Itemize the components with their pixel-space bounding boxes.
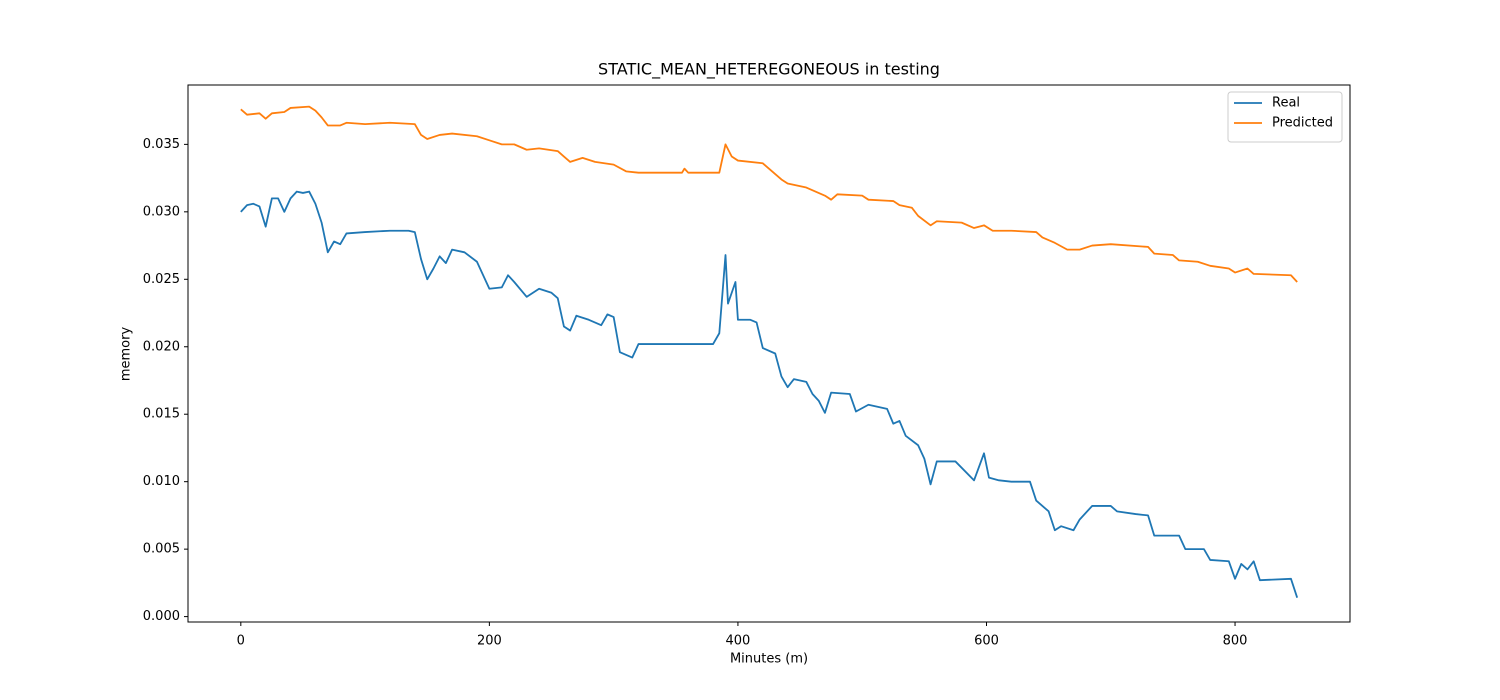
x-tick-label: 800 <box>1223 634 1248 649</box>
y-tick-label: 0.000 <box>143 609 180 624</box>
y-tick-label: 0.010 <box>143 474 180 489</box>
data-line <box>240 190 1299 598</box>
y-tick-label: 0.035 <box>143 137 180 152</box>
y-axis-label: memory <box>119 327 134 382</box>
plot-frame <box>187 84 1351 623</box>
y-tick-label: 0.020 <box>143 339 180 354</box>
y-tick-label: 0.015 <box>143 407 180 422</box>
y-tick-label: 0.030 <box>143 204 180 219</box>
legend-box <box>1227 91 1343 143</box>
x-axis-label: Minutes (m) <box>730 652 808 667</box>
x-tick-label: 400 <box>726 634 751 649</box>
x-tick-label: 600 <box>974 634 999 649</box>
legend-label: Real <box>1272 96 1300 111</box>
legend-label: Predicted <box>1272 116 1333 131</box>
y-tick-label: 0.025 <box>143 272 180 287</box>
y-tick-label: 0.005 <box>143 542 180 557</box>
x-tick-label: 200 <box>477 634 502 649</box>
x-tick-label: 0 <box>237 634 245 649</box>
chart-title: STATIC_MEAN_HETEREGONEOUS in testing <box>598 60 940 80</box>
data-line <box>240 105 1298 283</box>
